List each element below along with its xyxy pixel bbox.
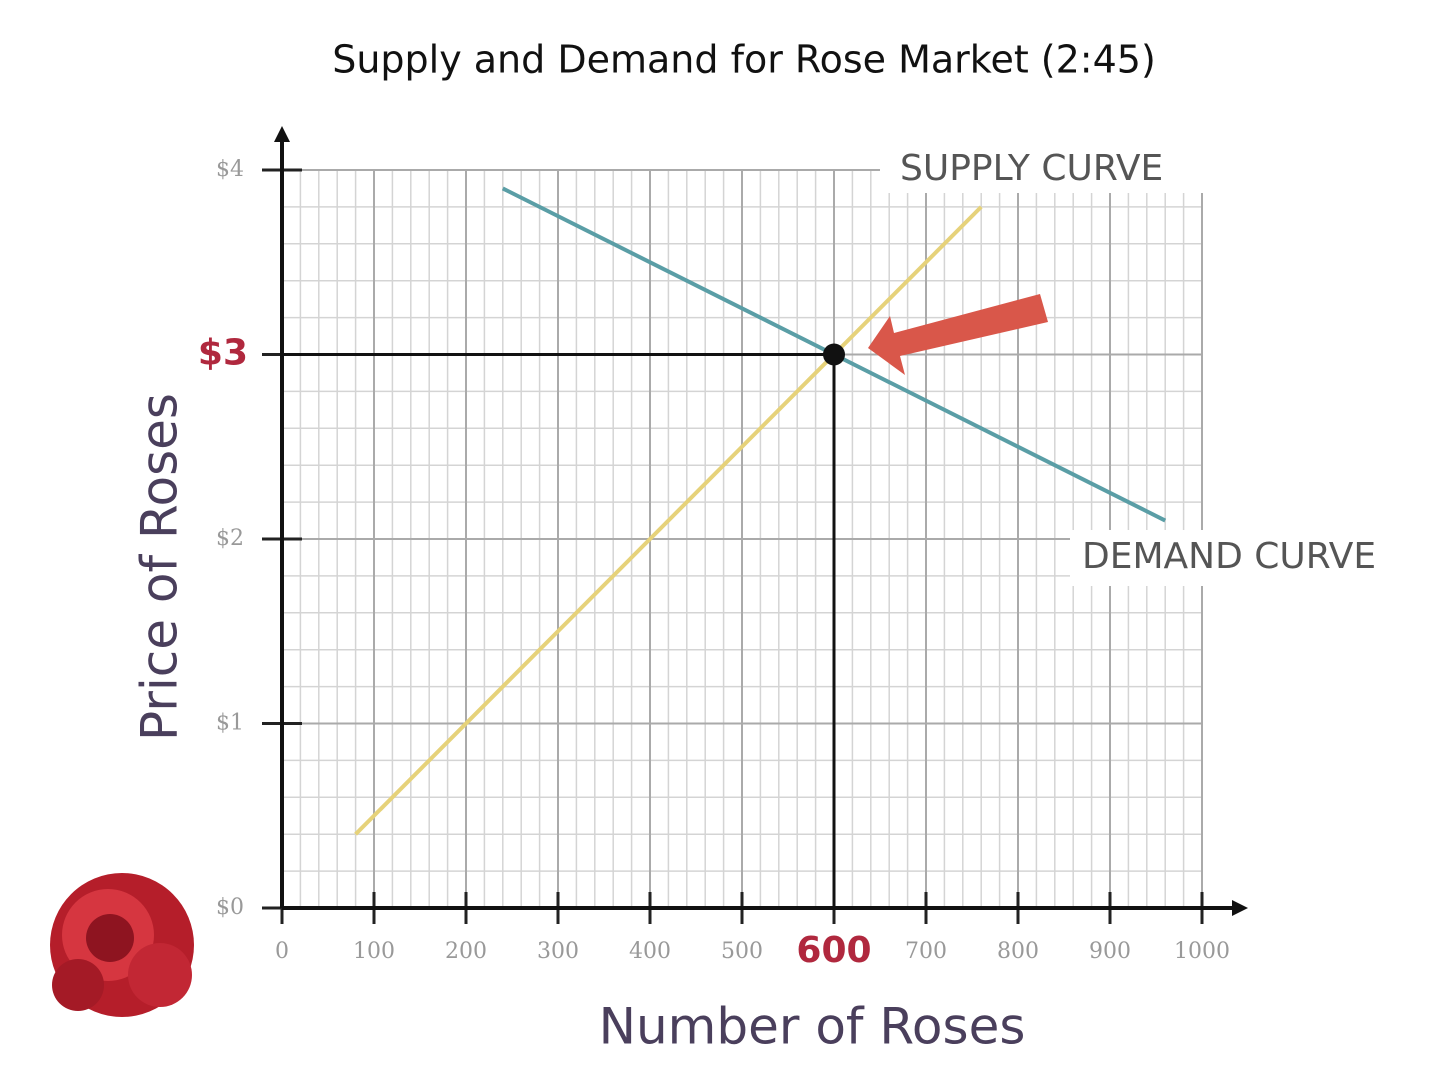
series-line — [354, 205, 983, 836]
arrow — [868, 294, 1048, 375]
x-tick-label: 200 — [445, 939, 487, 964]
y-axis-arrow — [274, 126, 290, 142]
x-tick-label: 800 — [997, 939, 1039, 964]
x-tick-label: 400 — [629, 939, 671, 964]
x-tick-label: 600 — [796, 930, 871, 971]
x-tick-label: 1000 — [1174, 939, 1230, 964]
label-background — [1070, 530, 1440, 586]
y-tick-label: $4 — [216, 157, 244, 182]
equilibrium-point — [823, 343, 845, 366]
x-axis-arrow — [1232, 900, 1248, 916]
x-axis-label: Number of Roses — [599, 998, 1026, 1056]
grid — [262, 168, 1204, 924]
y-tick-label: $1 — [216, 711, 244, 736]
y-tick-label: $0 — [216, 895, 244, 920]
y-tick-label: $2 — [216, 526, 244, 551]
y-tick-label: $3 — [198, 333, 248, 374]
x-tick-label: 0 — [275, 939, 289, 964]
series-label: DEMAND CURVE — [1082, 536, 1376, 577]
rose-image — [50, 873, 194, 1017]
x-tick-label: 700 — [905, 939, 947, 964]
chart-title: Supply and Demand for Rose Market (2:45) — [332, 38, 1156, 82]
series-label: SUPPLY CURVE — [900, 148, 1163, 189]
label-background — [880, 145, 1210, 193]
y-axis-label: Price of Roses — [131, 393, 189, 741]
x-tick-label: 900 — [1089, 939, 1131, 964]
plot: 0 100 200 300 400 500 600 700 800 900 1000 $0 $1 $2 $3… — [198, 126, 1440, 971]
x-tick-label: 500 — [721, 939, 763, 964]
x-tick-label: 100 — [353, 939, 395, 964]
x-tick-label: 300 — [537, 939, 579, 964]
